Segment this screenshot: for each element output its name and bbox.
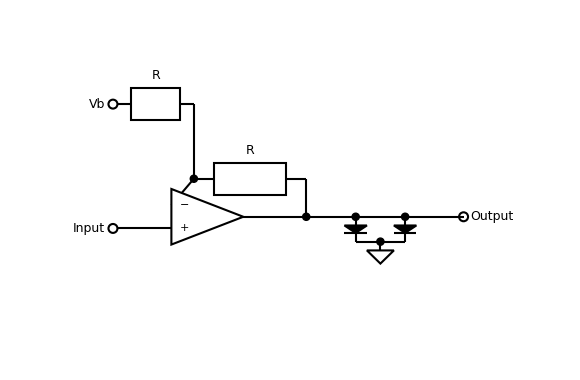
Text: R: R: [246, 144, 255, 157]
Text: Vb: Vb: [89, 98, 105, 111]
Text: Output: Output: [470, 210, 513, 223]
Ellipse shape: [401, 213, 409, 220]
Bar: [131, 88, 180, 120]
Polygon shape: [367, 250, 394, 264]
Ellipse shape: [377, 238, 384, 245]
Bar: [214, 163, 286, 195]
Text: R: R: [151, 69, 160, 82]
Ellipse shape: [303, 213, 310, 220]
Polygon shape: [394, 225, 416, 233]
Text: −: −: [180, 200, 190, 210]
Ellipse shape: [352, 213, 359, 220]
Polygon shape: [172, 189, 244, 245]
Text: Input: Input: [72, 222, 105, 235]
Polygon shape: [345, 225, 367, 233]
Ellipse shape: [190, 175, 197, 182]
Text: +: +: [180, 223, 190, 233]
